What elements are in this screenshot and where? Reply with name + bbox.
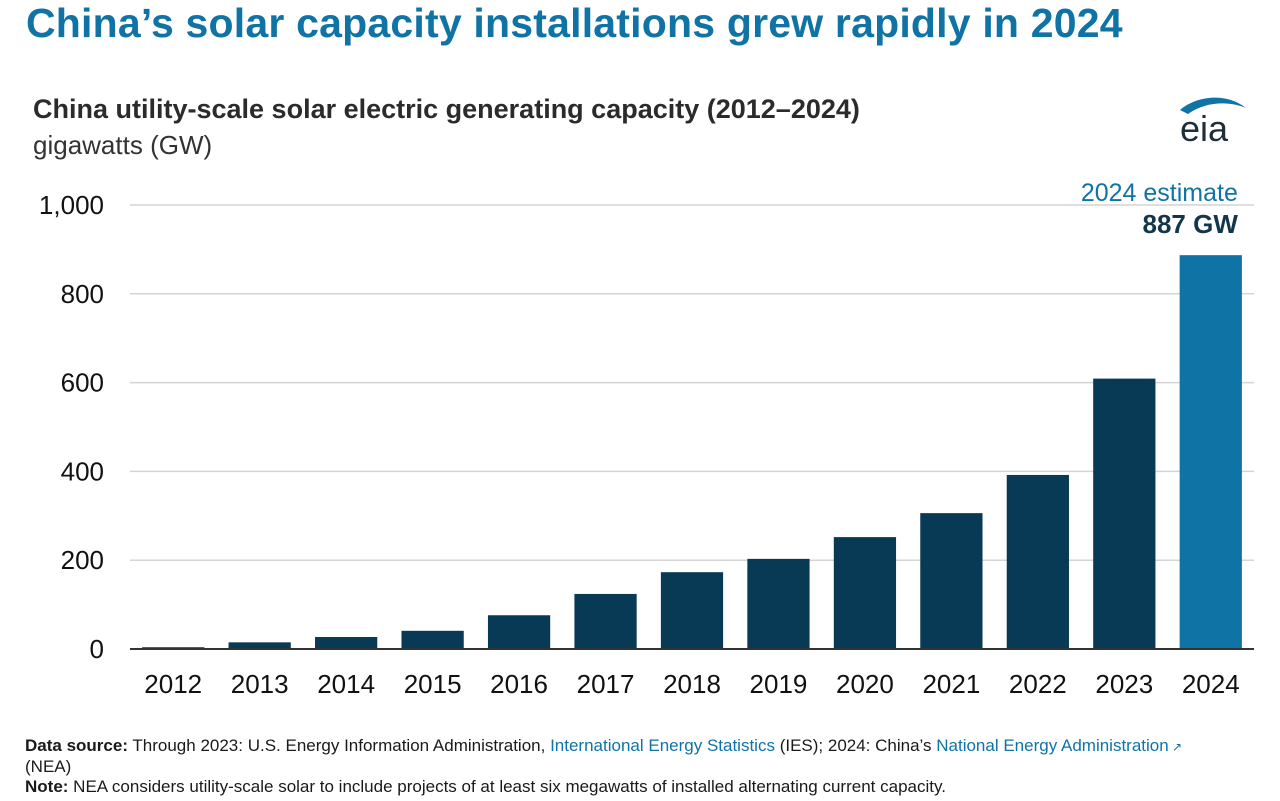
bar (920, 513, 983, 649)
logo-text: eia (1180, 108, 1229, 149)
bar (833, 537, 897, 649)
x-tick-label: 2022 (1009, 669, 1067, 699)
y-tick-label: 0 (90, 634, 104, 664)
bar (228, 642, 291, 649)
x-tick-label: 2015 (404, 669, 462, 699)
x-tick-label: 2018 (663, 669, 721, 699)
note-text: NEA considers utility-scale solar to inc… (68, 777, 946, 796)
x-tick-label: 2023 (1095, 669, 1153, 699)
headline: China’s solar capacity installations gre… (26, 0, 1123, 46)
external-link-icon[interactable]: ↗ (1168, 740, 1183, 754)
y-tick-label: 800 (61, 279, 104, 309)
bar (574, 593, 637, 649)
y-tick-label: 1,000 (39, 190, 104, 220)
chart-title: China utility-scale solar electric gener… (33, 94, 860, 124)
bar (401, 630, 464, 649)
x-tick-label: 2013 (231, 669, 289, 699)
x-tick-label: 2012 (144, 669, 202, 699)
x-tick-label: 2024 (1182, 669, 1240, 699)
annotation-estimate-label: 2024 estimate (1081, 179, 1238, 207)
ies-link[interactable]: International Energy Statistics (550, 736, 775, 755)
x-tick-label: 2019 (750, 669, 808, 699)
note-label: Note: (25, 777, 69, 796)
eia-logo-icon (1180, 97, 1246, 114)
nea-link[interactable]: National Energy Administration (936, 736, 1169, 755)
x-tick-label: 2016 (490, 669, 548, 699)
y-tick-label: 200 (61, 545, 104, 575)
bar (1093, 378, 1156, 649)
annotation-value-label: 887 GW (1143, 209, 1239, 239)
data-source-label: Data source: (25, 736, 128, 755)
bar (1006, 474, 1069, 649)
bar (747, 558, 810, 649)
bar (315, 637, 378, 649)
bar-chart: 0 200 400 600 800 1,000 2012 2013 2014 2015 2016 20… (39, 179, 1254, 699)
bar (660, 572, 724, 649)
y-tick-label: 600 (61, 368, 104, 398)
chart-subtitle: gigawatts (GW) (33, 130, 213, 160)
data-source-text-2: (IES); 2024: China’s (774, 736, 937, 755)
footer: Data source: Through 2023: U.S. Energy I… (25, 736, 1275, 797)
x-tick-label: 2021 (922, 669, 980, 699)
data-source-line: Data source: Through 2023: U.S. Energy I… (25, 736, 1275, 757)
note-line: Note: NEA considers utility-scale solar … (25, 777, 1275, 797)
data-source-text-1: Through 2023: U.S. Energy Information Ad… (127, 736, 551, 755)
bar (487, 615, 551, 649)
data-source-nea: (NEA) (25, 757, 72, 776)
x-tick-label: 2014 (317, 669, 375, 699)
y-tick-label: 400 (61, 456, 104, 486)
x-tick-label: 2020 (836, 669, 894, 699)
x-tick-label: 2017 (577, 669, 635, 699)
bar (1179, 255, 1242, 649)
